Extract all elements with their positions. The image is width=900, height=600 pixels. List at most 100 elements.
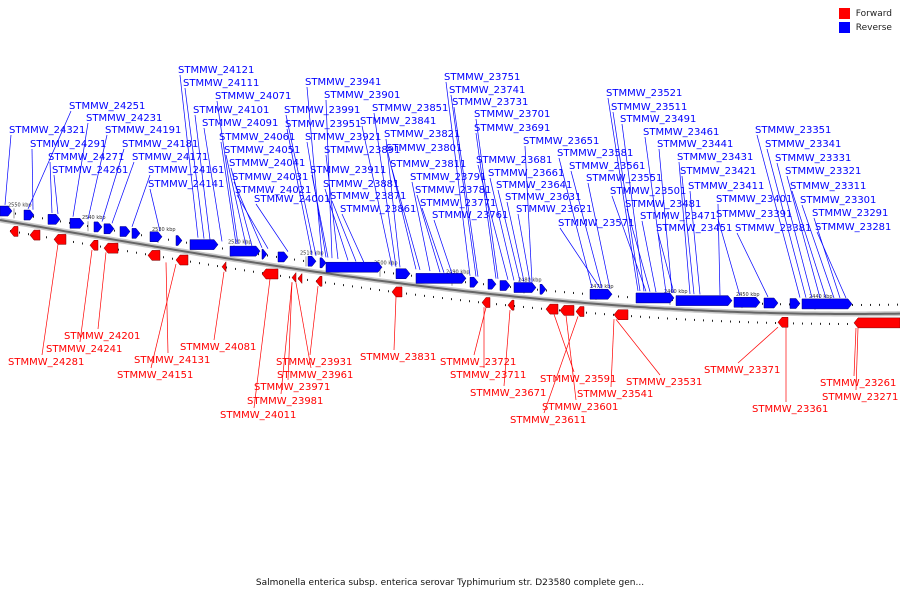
forward-gene-label: STMMW_23601 [542,402,618,413]
reverse-leader [341,213,365,263]
reverse-gene [395,268,411,279]
minor-tick [847,322,848,325]
minor-tick [222,247,223,250]
forward-gene-label: STMMW_23831 [360,352,436,363]
reverse-gene-label: STMMW_23641 [496,180,572,191]
forward-gene [261,268,279,280]
minor-tick [762,302,763,305]
reverse-leader [558,157,593,288]
minor-tick [141,234,142,237]
minor-tick [532,306,533,309]
forward-gene [391,286,403,298]
minor-tick [766,321,767,324]
reverse-leader [111,161,135,224]
reverse-gene-label: STMMW_23391 [716,209,792,220]
forward-gene [613,309,629,320]
minor-tick [802,322,803,325]
reverse-leader [391,168,421,270]
reverse-gene [0,205,13,217]
minor-tick [811,322,812,325]
minor-tick [582,292,583,295]
reverse-gene [261,248,268,260]
minor-tick [685,318,686,321]
minor-tick [613,313,614,316]
reverse-gene [325,261,383,273]
minor-tick [334,282,335,285]
forward-gene-label: STMMW_23981 [247,396,323,407]
minor-tick [325,281,326,284]
reverse-leader [31,148,34,210]
minor-tick [114,229,115,232]
reverse-gene [131,228,141,239]
forward-gene-label: STMMW_24011 [220,410,296,421]
minor-tick [514,305,515,308]
reverse-leader [49,161,53,214]
scale-tick-label: 2540 kbp [82,215,106,221]
reverse-gene [149,231,163,242]
reverse-gene-label: STMMW_23431 [677,152,753,163]
minor-tick [640,315,641,318]
reverse-gene [415,273,467,284]
reverse-gene [733,297,761,308]
reverse-leader [813,217,841,299]
reverse-gene-label: STMMW_23901 [324,90,400,101]
minor-tick [190,260,191,263]
forward-leader [280,282,293,395]
reverse-leader [475,132,497,279]
reverse-leader [361,125,393,267]
reverse-leader [801,204,835,299]
gene-labels: STMMW_24321 STMMW_24291 STMMW_24271 STMMW_2… [8,65,898,426]
minor-tick [793,322,794,325]
minor-tick [586,311,587,314]
forward-leader [213,271,225,341]
reverse-gene-label: STMMW_23351 [755,125,831,136]
reverse-gene-label: STMMW_23771 [420,198,496,209]
forward-gene-label: STMMW_24281 [8,357,84,368]
reverse-leader [736,232,769,298]
reverse-gene [675,295,733,306]
minor-tick [829,322,830,325]
forward-leader [615,319,661,376]
reverse-gene-label: STMMW_23481 [625,199,701,210]
minor-tick [46,236,47,239]
reverse-gene-label: STMMW_24031 [232,172,308,183]
reverse-gene-label: STMMW_24111 [183,78,259,89]
forward-leader [553,314,575,373]
minor-tick [496,303,497,306]
reverse-leader [236,194,269,249]
reverse-leader [587,182,611,289]
minor-tick [307,278,308,281]
minor-tick [33,215,34,218]
minor-tick [172,257,173,260]
forward-gene-label: STMMW_23271 [822,392,898,403]
minor-tick [676,317,677,320]
legend-reverse: Reverse [838,22,892,33]
minor-tick [757,321,758,324]
reverse-gene-label: STMMW_23311 [790,181,866,192]
forward-gene-label: STMMW_23591 [540,374,616,385]
forward-gene-label: STMMW_23961 [277,370,353,381]
reverse-gene [277,251,289,263]
forward-leader [855,327,859,391]
reverse-gene-label: STMMW_23631 [505,192,581,203]
reverse-gene-label: STMMW_23891 [324,145,400,156]
minor-tick [820,322,821,325]
reverse-gene-label: STMMW_23791 [410,172,486,183]
minor-tick [370,287,371,290]
minor-tick [87,225,88,228]
reverse-gene-label: STMMW_24001 [254,194,330,205]
minor-tick [15,212,16,215]
minor-tick [748,321,749,324]
caption: Salmonella enterica subsp. enterica sero… [255,578,645,588]
reverse-gene [589,288,613,300]
minor-tick [559,309,560,312]
scale-tick-label: 2450 kbp [736,292,760,298]
minor-tick [411,274,412,277]
minor-tick [667,317,668,320]
legend-reverse-label: Reverse [855,22,892,33]
reverse-leader [325,154,339,260]
minor-tick [136,251,137,254]
minor-tick [303,259,304,262]
reverse-leader [641,220,657,293]
minor-tick [258,253,259,256]
